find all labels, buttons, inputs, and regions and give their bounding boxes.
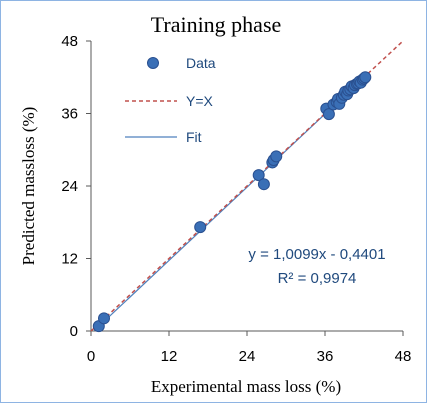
x-tick-label: 0: [87, 348, 95, 365]
data-points: [92, 71, 372, 333]
y-axis-label: Predicted massloss (%): [19, 107, 38, 266]
y-tick-label: 48: [61, 33, 78, 50]
y-tick-label: 12: [61, 251, 78, 268]
plot-lines: [90, 40, 404, 332]
data-point: [270, 150, 283, 163]
y-tick-label: 36: [61, 106, 78, 123]
legend-marker-data: [147, 57, 159, 69]
identity-line: [90, 40, 404, 332]
data-point: [252, 169, 265, 182]
y-tick-label: 24: [61, 178, 78, 195]
fit-line: [93, 74, 368, 332]
data-point: [194, 221, 207, 234]
r-squared: R² = 0,9974: [278, 270, 357, 287]
axes: 0 12 24 36 48 0 12 24 36 48: [61, 33, 411, 365]
fit-equation: y = 1,0099x - 0,4401: [248, 246, 385, 263]
data-point: [359, 71, 372, 84]
legend-label-data: Data: [186, 55, 216, 71]
x-tick-label: 36: [317, 348, 334, 365]
data-point: [322, 108, 335, 121]
legend-label-fit: Fit: [186, 129, 202, 145]
data-point: [98, 312, 110, 325]
x-tick-label: 12: [161, 348, 178, 365]
x-tick-label: 48: [395, 348, 412, 365]
chart-title: Training phase: [151, 12, 282, 37]
x-axis-label: Experimental mass loss (%): [151, 377, 341, 396]
y-tick-label: 0: [70, 323, 78, 340]
x-tick-label: 24: [239, 348, 256, 365]
legend-label-identity: Y=X: [186, 93, 214, 109]
legend: Data Y=X Fit: [125, 55, 216, 145]
data-point: [257, 178, 270, 191]
